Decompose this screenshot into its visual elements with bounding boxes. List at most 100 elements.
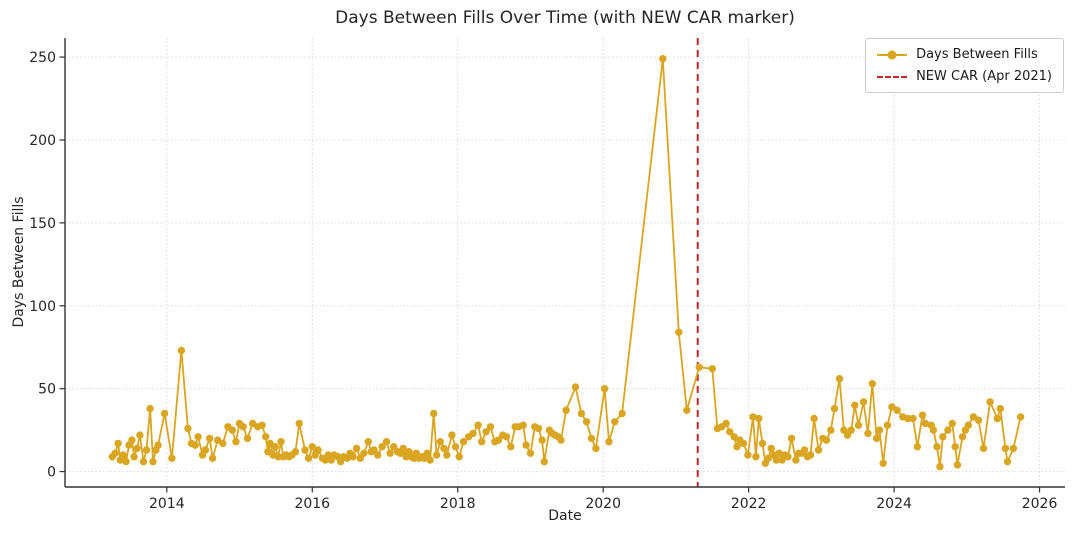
x-tick-label: 2024 [876, 496, 912, 512]
data-point [482, 428, 490, 436]
x-tick-label: 2014 [149, 496, 185, 512]
data-point [1016, 413, 1025, 421]
data-point [146, 404, 154, 413]
data-point [128, 436, 136, 444]
data-point [519, 421, 527, 429]
data-point [440, 444, 448, 453]
data-point [767, 444, 775, 453]
legend-item-days-between-fills: Days Between Fills [877, 47, 1052, 62]
legend: Days Between Fills NEW CAR (Apr 2021) [865, 38, 1064, 93]
data-point [469, 429, 477, 438]
data-point [258, 421, 266, 429]
data-point [168, 454, 176, 462]
data-point [708, 365, 716, 373]
data-point [301, 446, 309, 454]
data-point [893, 406, 901, 414]
data-point [822, 436, 831, 444]
data-point [243, 434, 252, 443]
data-point [810, 414, 818, 423]
data-point [154, 441, 162, 449]
data-point [909, 414, 917, 423]
data-point [929, 426, 938, 434]
chart-title: Days Between Fills Over Time (with NEW C… [335, 8, 795, 28]
data-point [1001, 444, 1010, 453]
data-point [675, 328, 683, 336]
data-point [958, 433, 967, 441]
data-point [114, 439, 122, 448]
data-point [436, 438, 444, 446]
data-point [755, 414, 763, 423]
x-axis-label: Date [548, 508, 582, 524]
x-tick-label: 2020 [585, 496, 621, 512]
data-point [534, 424, 543, 433]
data-point [571, 383, 580, 391]
data-point [913, 443, 922, 451]
data-point [582, 418, 591, 426]
data-point [160, 409, 169, 418]
data-point [184, 424, 192, 433]
data-point [864, 429, 872, 438]
data-point [847, 426, 855, 434]
y-tick-label: 0 [47, 465, 56, 481]
legend-item-new-car: NEW CAR (Apr 2021) [877, 69, 1052, 84]
line-marker-swatch-icon [877, 50, 908, 59]
data-point [936, 462, 944, 471]
data-point [904, 414, 912, 423]
data-point [149, 457, 157, 466]
data-point [1003, 457, 1012, 466]
data-point [423, 449, 431, 457]
data-point [600, 385, 609, 393]
data-point [1009, 444, 1018, 453]
data-point [119, 451, 127, 459]
data-point [122, 457, 130, 466]
data-point [304, 454, 313, 462]
data-point [430, 409, 438, 418]
data-point [291, 448, 300, 456]
data-point [835, 375, 844, 383]
data-point [859, 398, 868, 406]
data-point [191, 441, 199, 449]
y-axis-label: Days Between Fills [11, 196, 27, 328]
x-tick-label: 2026 [1022, 496, 1058, 512]
data-point [474, 421, 482, 429]
data-point [787, 434, 796, 443]
data-point [139, 457, 148, 466]
data-point [611, 418, 619, 426]
data-point [540, 457, 548, 466]
data-point [295, 419, 303, 428]
data-point [142, 446, 151, 454]
data-point [177, 346, 186, 355]
data-point [726, 428, 734, 436]
data-point [792, 456, 800, 464]
x-tick-label: 2016 [294, 496, 330, 512]
data-point [974, 416, 983, 424]
data-point [996, 404, 1004, 413]
data-point [979, 444, 988, 453]
data-point [232, 438, 240, 446]
data-point [448, 431, 456, 439]
data-point [587, 434, 596, 443]
data-point [683, 406, 691, 414]
data-point [883, 421, 892, 429]
data-point [308, 443, 316, 451]
data-point [274, 453, 282, 461]
data-point [758, 439, 767, 448]
data-point [921, 419, 930, 428]
data-point [775, 449, 783, 457]
data-point [854, 421, 863, 429]
data-point [228, 426, 236, 434]
data-point [749, 413, 757, 421]
data-point [522, 441, 530, 449]
data-point [494, 436, 503, 444]
data-point [451, 443, 460, 451]
legend-label-new-car: NEW CAR (Apr 2021) [916, 69, 1052, 84]
data-point [136, 431, 144, 439]
data-point [111, 449, 119, 457]
days-between-fills-line [111, 57, 1022, 468]
dashed-line-swatch-icon [877, 75, 908, 78]
data-point [502, 433, 511, 441]
y-tick-label: 150 [29, 216, 56, 232]
data-point [618, 409, 626, 418]
